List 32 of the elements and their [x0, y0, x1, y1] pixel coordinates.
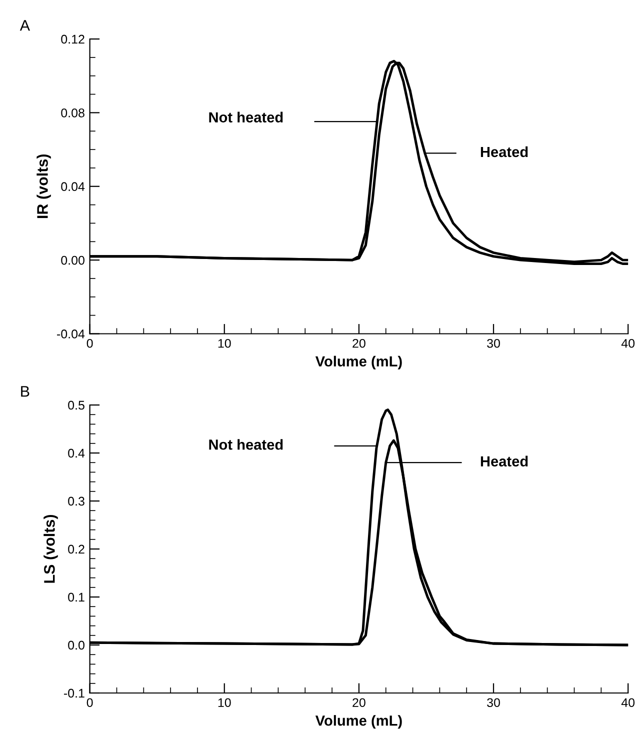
y-tick-label: 0.5 [68, 400, 84, 410]
y-tick-label: 0.12 [61, 34, 84, 44]
chart-title: A [20, 20, 30, 31]
x-tick-label: 10 [218, 338, 231, 348]
x-tick-label: 30 [487, 338, 500, 348]
x-tick-label: 0 [86, 698, 93, 708]
x-tick-label: 10 [218, 698, 231, 708]
annotation: Heated [480, 146, 528, 158]
y-tick-label: 0.04 [61, 182, 85, 192]
y-tick-label: 0.08 [61, 108, 84, 118]
y-tick-label: 0.3 [68, 496, 84, 506]
x-tick-label: 40 [621, 338, 635, 348]
x-tick-label: 20 [352, 338, 366, 348]
annotation: Not heated [209, 439, 283, 450]
y-tick-label: 0.4 [68, 448, 85, 458]
x-tick-label: 30 [487, 698, 500, 708]
x-axis-title: Volume (mL) [315, 715, 402, 729]
y-axis-title: IR (volts) [36, 154, 51, 218]
x-tick-label: 40 [621, 698, 635, 708]
y-tick-label: -0.04 [57, 330, 85, 338]
y-tick-label: -0.1 [64, 688, 84, 698]
x-axis-title: Volume (mL) [315, 356, 402, 370]
y-tick-label: 0.2 [68, 544, 84, 554]
y-tick-label: 0.00 [61, 256, 84, 265]
annotation: Heated [480, 456, 528, 467]
y-tick-label: 0.1 [68, 592, 84, 602]
annotation: Not heated [209, 112, 283, 122]
x-tick-label: 20 [352, 698, 366, 708]
y-tick-label: 0.0 [68, 640, 84, 650]
y-axis-title: LS (volts) [44, 514, 58, 583]
x-tick-label: 0 [86, 338, 93, 348]
chart-title: B [21, 386, 30, 397]
